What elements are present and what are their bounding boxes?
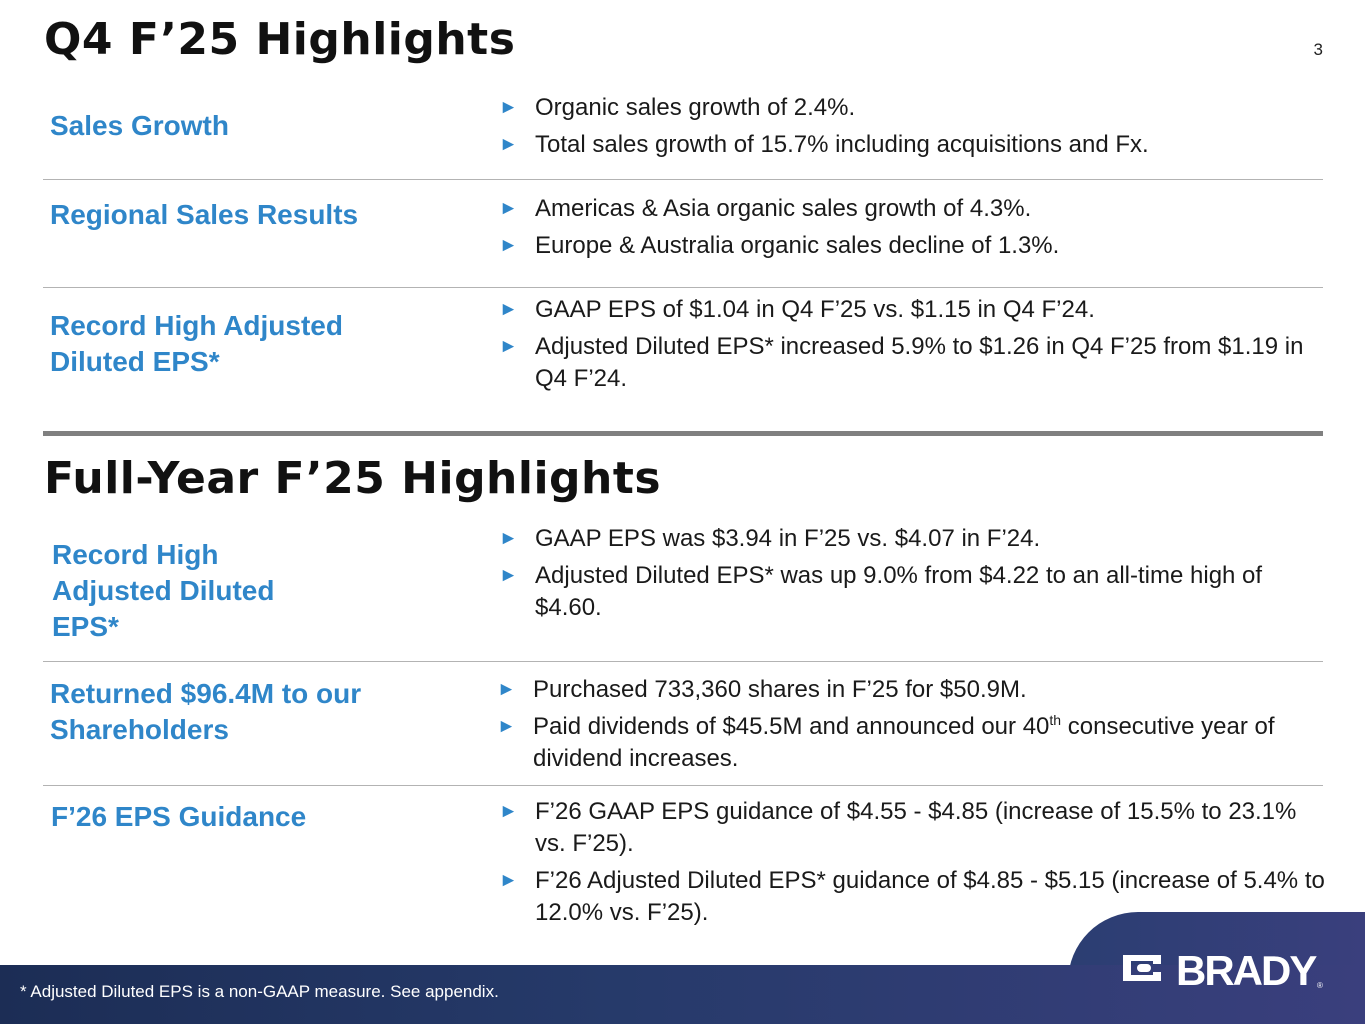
bullet-text: GAAP EPS of $1.04 in Q4 F’25 vs. $1.15 i… [535, 296, 1095, 323]
bullet-list: ► GAAP EPS of $1.04 in Q4 F’25 vs. $1.15 … [499, 294, 1329, 395]
bullet-item: ► Paid dividends of $45.5M and announced … [497, 711, 1335, 775]
bullet-text: F’26 GAAP EPS guidance of $4.55 - $4.85 … [535, 798, 1297, 857]
bullet-text: Europe & Australia organic sales decline… [535, 232, 1060, 259]
bullet-text: Organic sales growth of 2.4%. [535, 94, 856, 121]
bullet-list: ► F’26 GAAP EPS guidance of $4.55 - $4.85… [499, 796, 1329, 929]
bullet-item: ► F’26 GAAP EPS guidance of $4.55 - $4.85… [499, 796, 1329, 860]
q4-row-adjusted-eps: Record High Adjusted Diluted EPS* ► GAAP … [43, 288, 1323, 428]
bullet-text-part: Paid dividends of $45.5M and announced o… [533, 713, 1050, 740]
bullet-item: ► Adjusted Diluted EPS* was up 9.0% from … [499, 560, 1329, 624]
bullet-item: ► GAAP EPS was $3.94 in F’25 vs. $4.07 in… [499, 523, 1329, 555]
arrow-bullet-icon: ► [497, 716, 516, 737]
fy-row-adjusted-eps: Record High Adjusted Diluted EPS* ► GAAP … [43, 521, 1323, 662]
bullet-item: ► Total sales growth of 15.7% including a… [499, 129, 1329, 161]
row-label: Returned $96.4M to our Shareholders [50, 678, 362, 745]
fy-row-shareholder-returns: Returned $96.4M to our Shareholders ► Pur… [43, 662, 1323, 786]
footnote: * Adjusted Diluted EPS is a non-GAAP mea… [20, 982, 499, 1001]
arrow-bullet-icon: ► [499, 528, 518, 549]
bullet-item: ► GAAP EPS of $1.04 in Q4 F’25 vs. $1.15 … [499, 294, 1329, 326]
bullet-item: ► Adjusted Diluted EPS* increased 5.9% to… [499, 331, 1329, 395]
bullet-item: ► F’26 Adjusted Diluted EPS* guidance of … [499, 865, 1329, 929]
bullet-text: Purchased 733,360 shares in F’25 for $50… [533, 676, 1027, 703]
arrow-bullet-icon: ► [499, 336, 518, 357]
bullet-item: ► Organic sales growth of 2.4%. [499, 92, 1329, 124]
q4-row-regional-sales: Regional Sales Results ► Americas & Asia … [43, 180, 1323, 288]
fy-row-eps-guidance: F’26 EPS Guidance ► F’26 GAAP EPS guidanc… [43, 786, 1325, 936]
full-year-highlights-title: Full-Year F’25 Highlights [44, 453, 662, 504]
footer-bar [0, 965, 1365, 1024]
bullet-list: ► Organic sales growth of 2.4%. ► Total sa… [499, 92, 1329, 161]
arrow-bullet-icon: ► [499, 565, 518, 586]
arrow-bullet-icon: ► [499, 97, 518, 118]
row-label: Record High Adjusted Diluted EPS* [50, 310, 343, 377]
row-label: Regional Sales Results [50, 199, 359, 230]
arrow-bullet-icon: ► [497, 679, 516, 700]
row-label: F’26 EPS Guidance [51, 801, 307, 832]
arrow-bullet-icon: ► [499, 870, 518, 891]
arrow-bullet-icon: ► [499, 198, 518, 219]
ordinal-superscript: th [1049, 712, 1062, 728]
brady-logo-text: BRADY [1176, 947, 1317, 993]
bullet-text: GAAP EPS was $3.94 in F’25 vs. $4.07 in … [535, 525, 1041, 552]
arrow-bullet-icon: ► [499, 299, 518, 320]
section-divider [43, 431, 1323, 436]
q4-highlights-title: Q4 F’25 Highlights [44, 14, 516, 65]
bullet-text-part: consecutive year of dividend increases. [533, 713, 1275, 772]
bullet-text: Americas & Asia organic sales growth of … [535, 195, 1032, 222]
bullet-text: Paid dividends of $45.5M and announced o… [533, 713, 1275, 772]
row-label: Sales Growth [50, 110, 229, 141]
brady-logo-mark-icon [1123, 955, 1161, 981]
bullet-text: Adjusted Diluted EPS* was up 9.0% from $… [535, 562, 1263, 621]
bullet-list: ► Purchased 733,360 shares in F’25 for $5… [497, 674, 1335, 775]
bullet-list: ► GAAP EPS was $3.94 in F’25 vs. $4.07 in… [499, 523, 1329, 624]
brady-logo: BRADY ® [1123, 947, 1323, 993]
bullet-text: F’26 Adjusted Diluted EPS* guidance of $… [535, 867, 1325, 926]
arrow-bullet-icon: ► [499, 801, 518, 822]
bullet-item: ► Europe & Australia organic sales declin… [499, 230, 1329, 262]
q4-row-sales-growth: Sales Growth ► Organic sales growth of 2.… [43, 88, 1323, 180]
bullet-list: ► Americas & Asia organic sales growth of… [499, 193, 1329, 262]
bullet-item: ► Americas & Asia organic sales growth of… [499, 193, 1329, 225]
arrow-bullet-icon: ► [499, 235, 518, 256]
page-number: 3 [1313, 40, 1323, 59]
bullet-text: Adjusted Diluted EPS* increased 5.9% to … [535, 333, 1304, 392]
bullet-item: ► Purchased 733,360 shares in F’25 for $5… [497, 674, 1335, 706]
arrow-bullet-icon: ► [499, 134, 518, 155]
registered-mark-icon: ® [1317, 981, 1323, 990]
row-label: Record High Adjusted Diluted EPS* [52, 539, 275, 642]
bullet-text: Total sales growth of 15.7% including ac… [535, 131, 1149, 158]
